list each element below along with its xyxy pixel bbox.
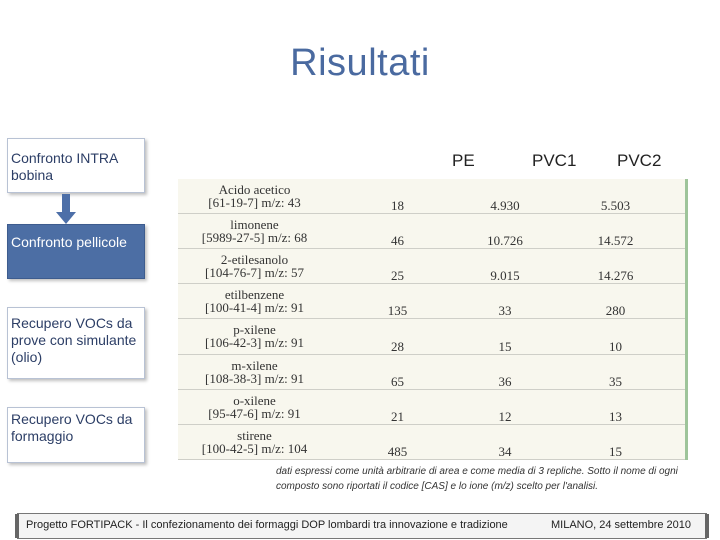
table-row: m-xilene [108-38-3] m/z: 91 65 36 35 <box>178 354 685 390</box>
value-pvc2: 14.572 <box>546 213 685 250</box>
value-pvc2: 10 <box>546 318 685 355</box>
footer-date: MILANO, 24 settembre 2010 <box>550 519 691 531</box>
value-pe: 485 <box>331 424 464 461</box>
value-pvc1: 15 <box>464 318 546 355</box>
column-header-pe: PE <box>452 151 475 170</box>
compound-cas: [95-47-6] m/z: 91 <box>208 405 301 421</box>
slide-title: Risultati <box>290 42 430 84</box>
value-pvc1: 33 <box>464 283 546 320</box>
compound-name: etilbenzene <box>224 287 285 303</box>
footer-project: Progetto FORTIPACK - Il confezionamento … <box>26 519 508 531</box>
table-row: etilbenzene [100-41-4] m/z: 91 135 33 280 <box>178 283 685 320</box>
compound-cell: 2-etilesanolo [104-76-7] m/z: 57 <box>178 248 331 285</box>
value-pvc2: 13 <box>546 389 685 425</box>
compound-name: limonene <box>230 217 279 233</box>
down-arrow-head-icon <box>56 212 76 224</box>
compound-cell: o-xilene [95-47-6] m/z: 91 <box>178 389 331 425</box>
column-header-pvc1: PVC1 <box>532 151 577 170</box>
value-pvc2: 280 <box>546 283 685 320</box>
compound-cell: Acido acetico [61-19-7] m/z: 43 <box>178 179 331 214</box>
compound-cas: [5989-27-5] m/z: 68 <box>201 230 308 246</box>
value-pe: 21 <box>331 389 464 425</box>
compound-cas: [100-41-4] m/z: 91 <box>205 300 304 316</box>
value-pvc1: 9.015 <box>464 248 546 285</box>
compound-name: 2-etilesanolo <box>220 252 289 268</box>
value-pvc1: 4.930 <box>464 179 546 214</box>
column-header-pvc2: PVC2 <box>617 151 662 170</box>
compound-cell: stirene [100-42-5] m/z: 104 <box>178 424 331 461</box>
value-pvc1: 12 <box>464 389 546 425</box>
compound-name: stirene <box>237 427 272 443</box>
table-row: 2-etilesanolo [104-76-7] m/z: 57 25 9.015 14… <box>178 248 685 285</box>
table-note: dati espressi come unità arbitrarie di a… <box>276 466 678 492</box>
value-pe: 135 <box>331 283 464 320</box>
value-pe: 28 <box>331 318 464 355</box>
value-pvc1: 10.726 <box>464 213 546 250</box>
results-table: Acido acetico [61-19-7] m/z: 43 18 4.930 5.5… <box>178 179 688 461</box>
value-pvc1: 34 <box>464 424 546 461</box>
value-pvc1: 36 <box>464 354 546 390</box>
footer-right-mark <box>705 514 709 538</box>
compound-cas: [104-76-7] m/z: 57 <box>205 265 304 281</box>
value-pvc2: 15 <box>546 424 685 461</box>
flow-step-intra-bobina: Confronto INTRA bobina <box>7 138 145 193</box>
compound-cas: [61-19-7] m/z: 43 <box>208 194 301 210</box>
compound-cas: [100-42-5] m/z: 104 <box>201 440 308 456</box>
compound-cell: etilbenzene [100-41-4] m/z: 91 <box>178 283 331 320</box>
table-row: limonene [5989-27-5] m/z: 68 46 10.726 14.57… <box>178 213 685 250</box>
footer-left-mark <box>15 514 19 538</box>
flow-step-formaggio: Recupero VOCs da formaggio <box>7 407 145 463</box>
compound-cell: limonene [5989-27-5] m/z: 68 <box>178 213 331 250</box>
compound-name: m-xilene <box>231 357 278 373</box>
value-pvc2: 35 <box>546 354 685 390</box>
value-pe: 46 <box>331 213 464 250</box>
slide-footer: Progetto FORTIPACK - Il confezionamento … <box>15 513 709 539</box>
value-pvc2: 14.276 <box>546 248 685 285</box>
value-pe: 65 <box>331 354 464 390</box>
compound-name: p-xilene <box>233 322 276 338</box>
value-pvc2: 5.503 <box>546 179 685 214</box>
compound-cell: m-xilene [108-38-3] m/z: 91 <box>178 354 331 390</box>
compound-cell: p-xilene [106-42-3] m/z: 91 <box>178 318 331 355</box>
table-row: o-xilene [95-47-6] m/z: 91 21 12 13 <box>178 389 685 425</box>
flow-step-simulante: Recupero VOCs da prove con simulante (ol… <box>7 307 145 379</box>
compound-name: Acido acetico <box>218 181 291 197</box>
compound-cas: [106-42-3] m/z: 91 <box>205 335 304 351</box>
table-row: stirene [100-42-5] m/z: 104 485 34 15 <box>178 424 685 461</box>
compound-cas: [108-38-3] m/z: 91 <box>205 370 304 386</box>
compound-name: o-xilene <box>233 392 276 408</box>
value-pe: 18 <box>331 179 464 214</box>
flow-step-pellicole: Confronto pellicole <box>7 224 145 279</box>
value-pe: 25 <box>331 248 464 285</box>
table-row: Acido acetico [61-19-7] m/z: 43 18 4.930 5.5… <box>178 179 685 214</box>
down-arrow-icon <box>62 194 70 214</box>
table-row: p-xilene [106-42-3] m/z: 91 28 15 10 <box>178 318 685 355</box>
